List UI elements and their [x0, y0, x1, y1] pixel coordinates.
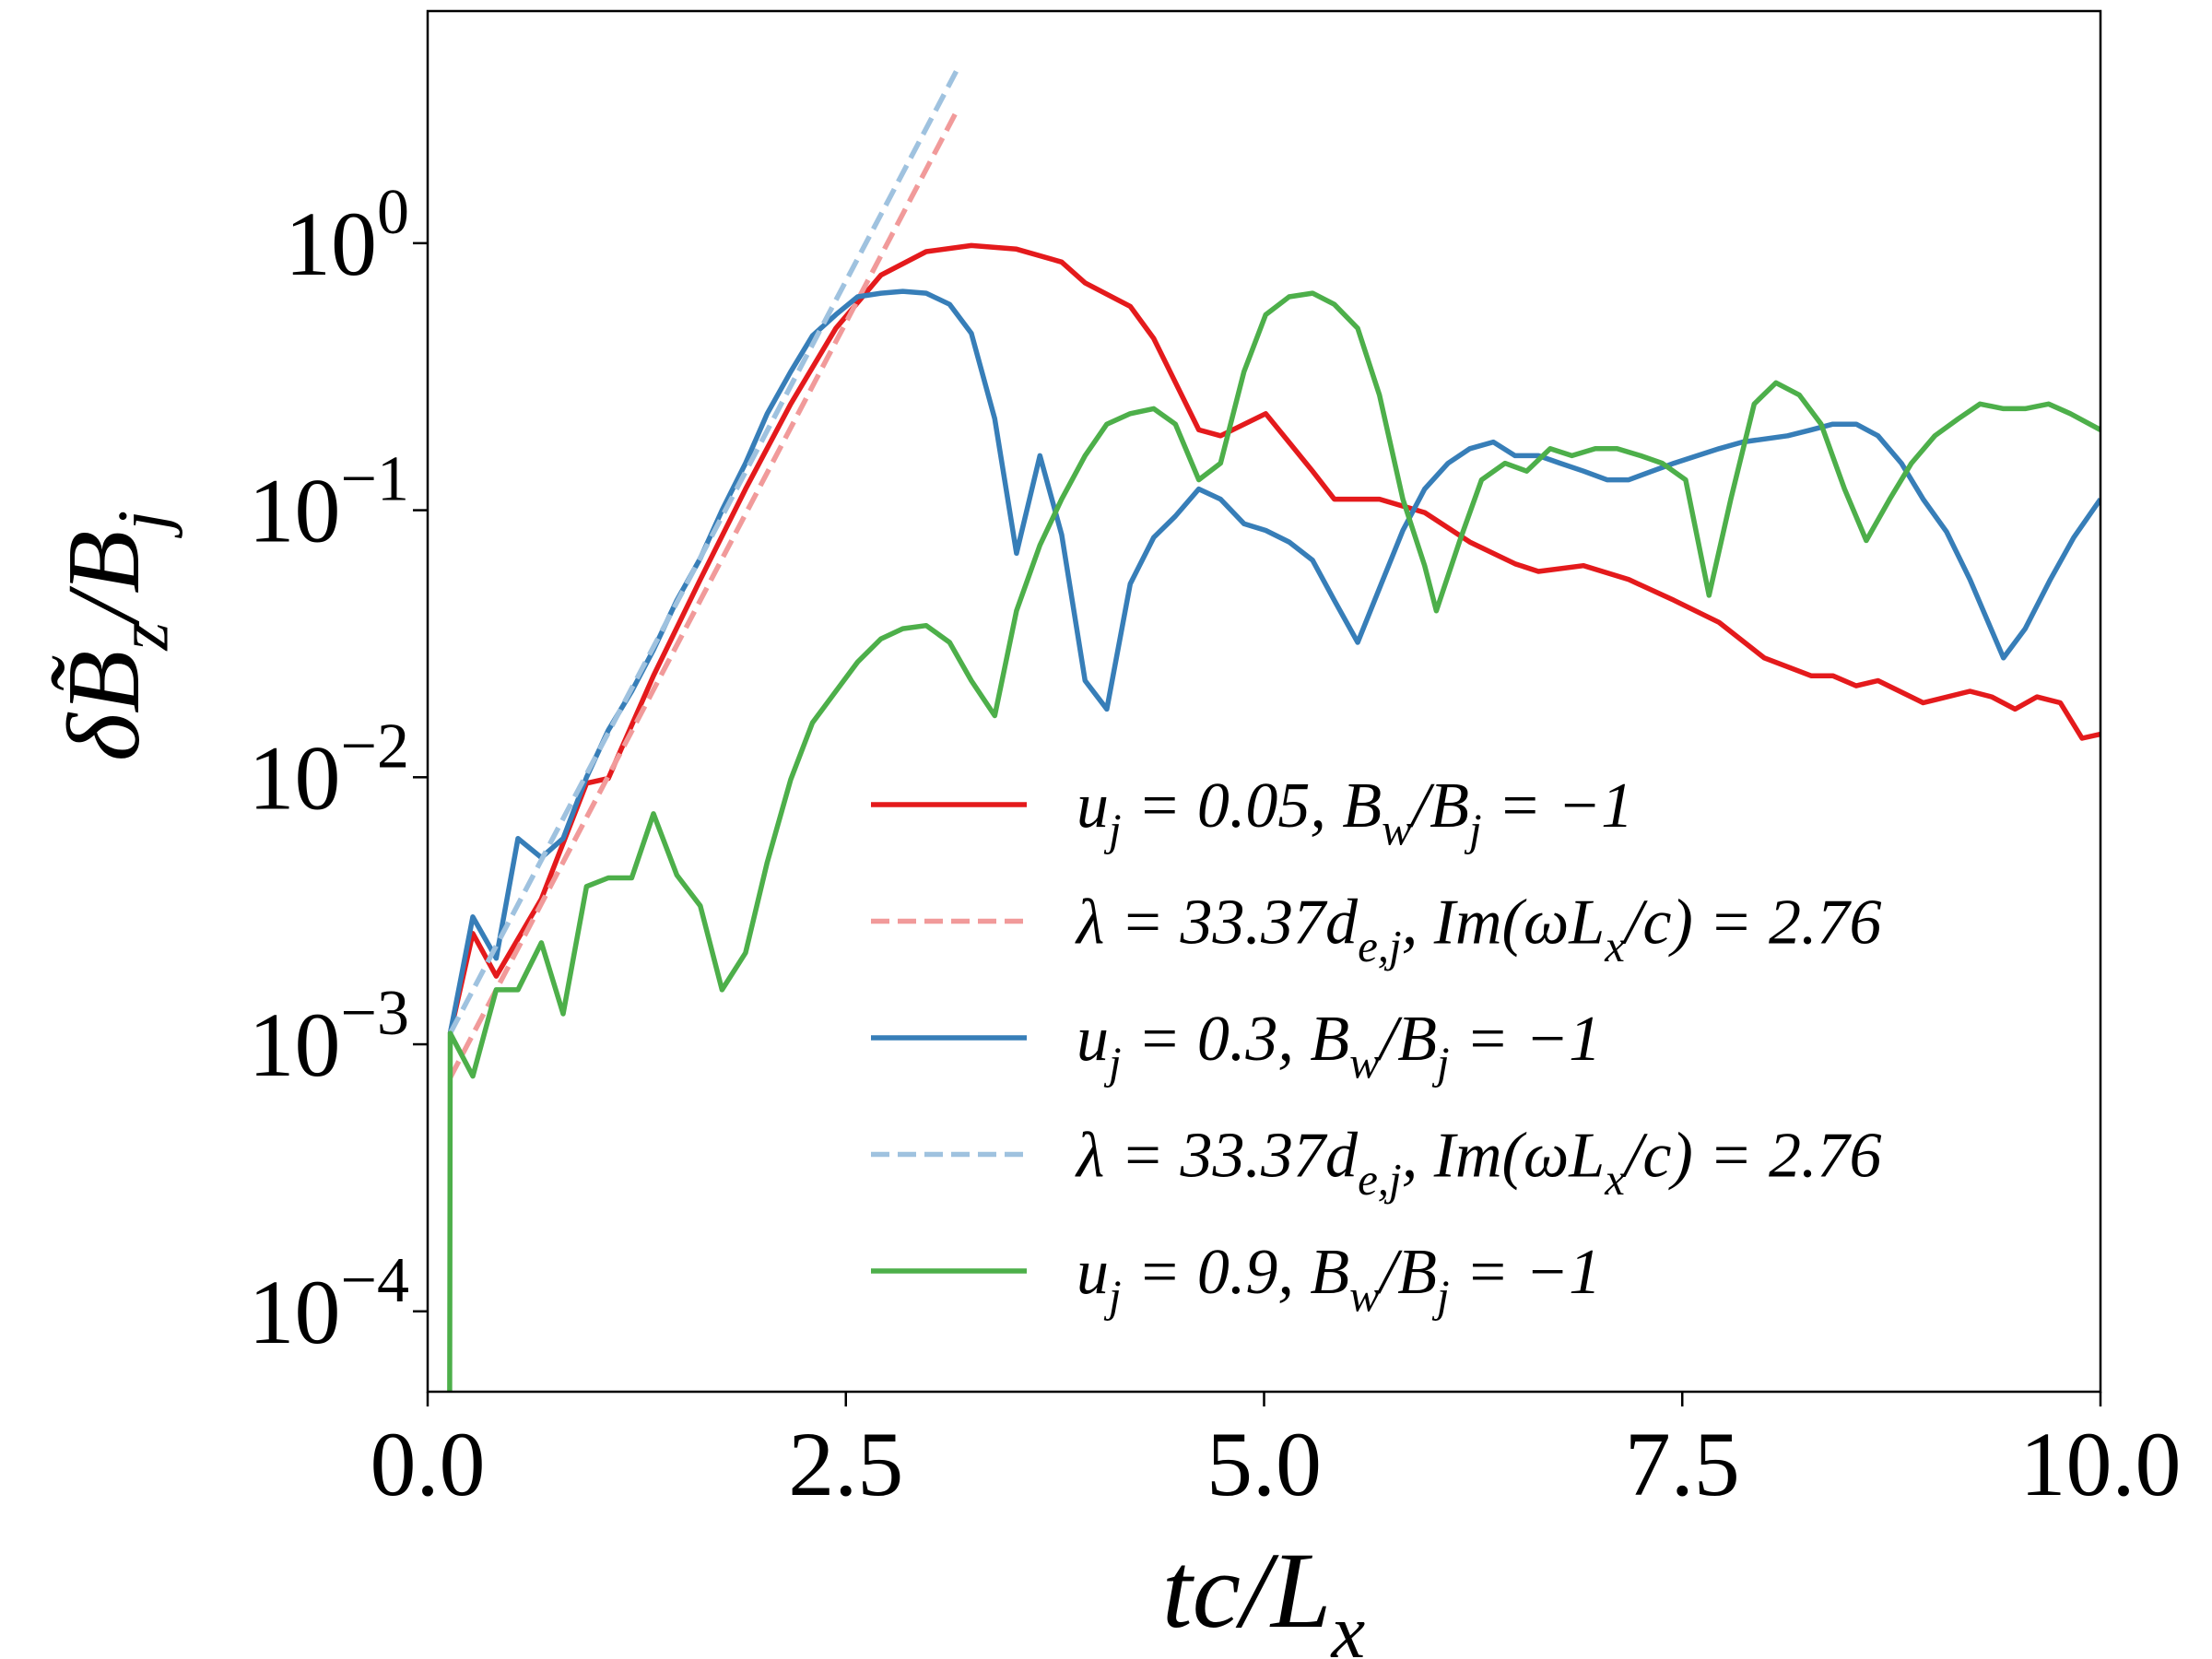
plot-area: [447, 70, 2100, 1392]
x-tick-label: 5.0: [1206, 1413, 1322, 1515]
x-tick-label: 10.0: [2020, 1413, 2182, 1515]
x-tick-label: 0.0: [371, 1413, 486, 1515]
x-tick-label: 2.5: [788, 1413, 903, 1515]
legend-label: uj = 0.05, Bw/Bj = −1: [1077, 771, 1633, 855]
y-tick-label: 10−2: [249, 711, 409, 829]
y-tick-label: 10−4: [249, 1245, 409, 1363]
series-line: [447, 290, 2100, 1392]
legend-label: λ = 33.37de,j, Im(ωLx/c) = 2.76: [1075, 1121, 1882, 1206]
series-line: [448, 70, 959, 1035]
y-axis-label: δB̃z/Bj: [47, 511, 182, 761]
y-tick-label: 10−1: [249, 444, 409, 562]
x-axis-label: tc/Lx: [1162, 1530, 1366, 1659]
series-line: [448, 111, 959, 1079]
x-tick-label: 7.5: [1625, 1413, 1740, 1515]
y-tick-label: 10−3: [249, 978, 409, 1096]
legend-label: uj = 0.3, Bw/Bj = −1: [1077, 1004, 1601, 1088]
y-tick-label: 100: [285, 177, 409, 295]
series-line: [447, 242, 2100, 1034]
plot-frame: [426, 9, 2102, 1394]
series-line: [447, 288, 2100, 1034]
legend-label: λ = 33.37de,j, Im(ωLx/c) = 2.76: [1075, 888, 1882, 972]
